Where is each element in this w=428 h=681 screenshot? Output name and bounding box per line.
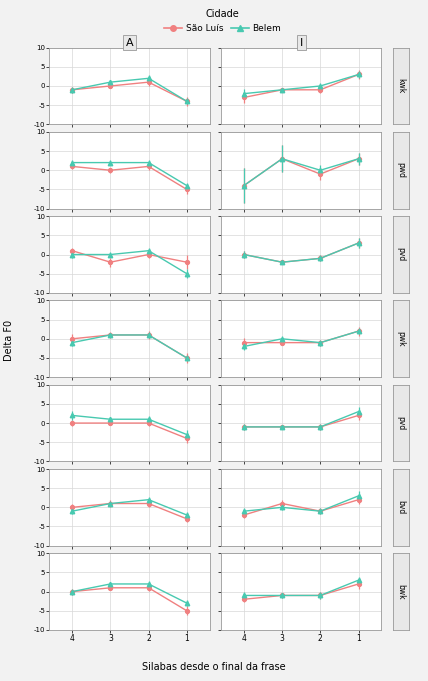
Title: A: A	[126, 37, 133, 48]
Text: pwk: pwk	[396, 331, 405, 347]
Text: bwk: bwk	[396, 584, 405, 599]
Title: I: I	[300, 37, 303, 48]
Text: kwk: kwk	[396, 78, 405, 93]
Text: pvd: pvd	[396, 416, 405, 430]
Legend: São Luís, Belem: São Luís, Belem	[160, 6, 285, 37]
Text: bvd: bvd	[396, 501, 405, 514]
Text: Silabas desde o final da frase: Silabas desde o final da frase	[142, 663, 286, 672]
Text: pvd: pvd	[396, 247, 405, 262]
Text: pwd: pwd	[396, 162, 405, 178]
Text: Delta F0: Delta F0	[3, 320, 14, 361]
